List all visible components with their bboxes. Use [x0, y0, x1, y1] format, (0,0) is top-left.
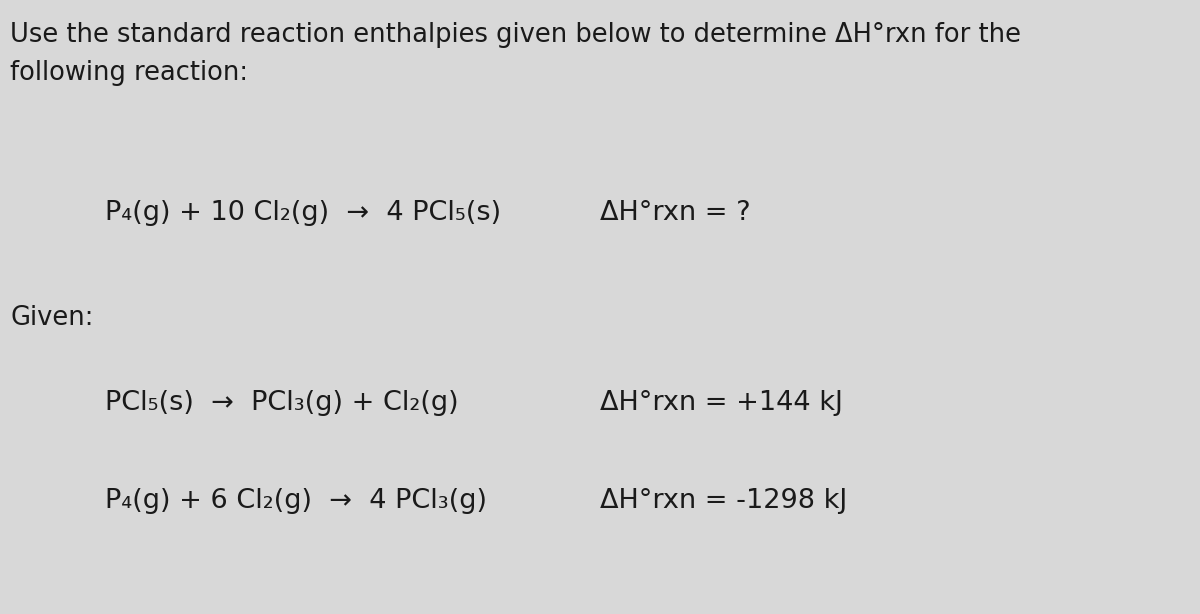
- Text: ΔH°rxn = +144 kJ: ΔH°rxn = +144 kJ: [600, 390, 842, 416]
- Text: ΔH°rxn = -1298 kJ: ΔH°rxn = -1298 kJ: [600, 488, 847, 514]
- Text: P₄(g) + 10 Cl₂(g)  →  4 PCl₅(s): P₄(g) + 10 Cl₂(g) → 4 PCl₅(s): [106, 200, 502, 226]
- Text: Use the standard reaction enthalpies given below to determine ΔH°rxn for the: Use the standard reaction enthalpies giv…: [10, 22, 1021, 48]
- Text: Given:: Given:: [10, 305, 94, 331]
- Text: ΔH°rxn = ?: ΔH°rxn = ?: [600, 200, 751, 226]
- Text: P₄(g) + 6 Cl₂(g)  →  4 PCl₃(g): P₄(g) + 6 Cl₂(g) → 4 PCl₃(g): [106, 488, 487, 514]
- Text: following reaction:: following reaction:: [10, 60, 248, 86]
- Text: PCl₅(s)  →  PCl₃(g) + Cl₂(g): PCl₅(s) → PCl₃(g) + Cl₂(g): [106, 390, 458, 416]
